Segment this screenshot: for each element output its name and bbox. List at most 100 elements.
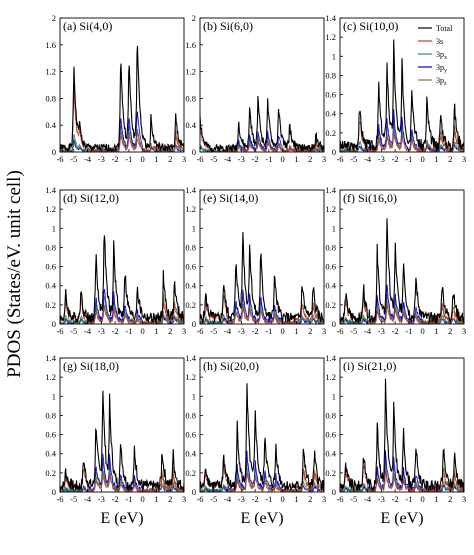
panel-g: -6 -5 -4 -3 -2 -1 0 1 2 300.20.40.60.811.21.4(g) … xyxy=(45,353,186,527)
x-tick-label: -2 xyxy=(252,326,259,336)
x-tick-label: -4 xyxy=(364,326,372,336)
y-tick-label: 0.6 xyxy=(45,430,56,440)
x-tick-label: 3 xyxy=(322,494,326,504)
x-tick-label: 0 xyxy=(281,494,285,504)
x-tick-label: -6 xyxy=(336,154,343,164)
y-tick-label: 1.4 xyxy=(325,13,336,23)
y-tick-label: 1.4 xyxy=(45,353,56,363)
x-tick-label: 3 xyxy=(462,154,466,164)
legend: Total 3s 3px 3py 3pz xyxy=(418,24,453,87)
y-tick-label: 0.8 xyxy=(45,242,56,252)
x-tick-label: -6 xyxy=(196,326,203,336)
y-tick-label: 0.4 xyxy=(45,449,56,459)
plot-frame xyxy=(59,189,185,325)
x-tick-label: 0 xyxy=(141,326,145,336)
y-tick-label: 0.8 xyxy=(185,242,196,252)
series-line-3s xyxy=(339,465,465,494)
x-tick-label: -5 xyxy=(210,326,217,336)
panel-title: (i) Si(21,0) xyxy=(343,359,396,373)
x-tick-label: -3 xyxy=(238,154,245,164)
y-tick-label: 2 xyxy=(52,13,56,23)
series-line-total xyxy=(59,45,185,153)
x-tick-label: -1 xyxy=(125,494,132,504)
legend-label: 3s xyxy=(436,37,443,46)
y-tick-label: 0 xyxy=(52,487,56,497)
panel-c: -6 -5 -4 -3 -2 -1 0 1 2 300.20.40.60.811.21.4(c) … xyxy=(325,13,466,164)
panel-b: -6 -5 -4 -3 -2 -1 0 1 2 300.40.81.21.62(b) Si(6,0… xyxy=(185,13,326,164)
x-tick-label: -4 xyxy=(224,494,232,504)
x-tick-label: -5 xyxy=(350,154,357,164)
panel-f: -6 -5 -4 -3 -2 -1 0 1 2 300.20.40.60.811.21.4(f) … xyxy=(325,185,466,336)
plot-frame xyxy=(339,17,465,153)
x-tick-label: -5 xyxy=(350,494,357,504)
x-tick-label: -1 xyxy=(265,154,272,164)
x-tick-label: -6 xyxy=(56,494,63,504)
x-tick-label: -4 xyxy=(224,326,232,336)
x-tick-label: 2 xyxy=(168,154,172,164)
x-tick-label: -1 xyxy=(125,326,132,336)
x-tick-label: -3 xyxy=(378,154,385,164)
x-tick-label: -3 xyxy=(238,494,245,504)
plot-frame xyxy=(199,357,325,493)
y-tick-label: 0.6 xyxy=(45,262,56,272)
y-tick-label: 1.2 xyxy=(185,204,196,214)
y-tick-label: 1.2 xyxy=(45,67,56,77)
panel-title: (c) Si(10,0) xyxy=(343,19,398,33)
panel-title: (f) Si(16,0) xyxy=(343,191,397,205)
x-tick-label: 0 xyxy=(281,154,285,164)
x-tick-label: -4 xyxy=(84,494,92,504)
x-tick-label: -1 xyxy=(125,154,132,164)
x-tick-label: -2 xyxy=(112,494,119,504)
x-axis-label: E (eV) xyxy=(380,510,423,527)
plot-frame xyxy=(59,357,185,493)
legend-label: 3py xyxy=(436,63,447,74)
panel-i: -6 -5 -4 -3 -2 -1 0 1 2 300.20.40.60.811.21.4(i) … xyxy=(325,353,466,527)
y-tick-label: 0.6 xyxy=(325,90,336,100)
x-tick-label: -5 xyxy=(70,494,77,504)
y-tick-label: 1.4 xyxy=(185,353,196,363)
panel-title: (a) Si(4,0) xyxy=(63,19,112,33)
x-tick-label: 0 xyxy=(421,326,425,336)
x-tick-label: -3 xyxy=(98,154,105,164)
y-tick-label: 0.4 xyxy=(185,281,196,291)
series-line-total xyxy=(59,390,185,492)
y-tick-label: 1.2 xyxy=(185,67,196,77)
y-tick-label: 0.4 xyxy=(185,120,196,130)
y-axis-label: PDOS (States/eV. unit cell) xyxy=(4,170,25,378)
y-tick-label: 1.2 xyxy=(325,32,336,42)
x-tick-label: -5 xyxy=(350,326,357,336)
y-tick-label: 0.8 xyxy=(325,242,336,252)
x-tick-label: 1 xyxy=(434,154,438,164)
x-tick-label: 3 xyxy=(322,326,326,336)
x-tick-label: -2 xyxy=(112,154,119,164)
legend-label: 3pz xyxy=(436,76,447,87)
y-tick-label: 1 xyxy=(332,223,336,233)
x-tick-label: 1 xyxy=(154,154,158,164)
panel-title: (b) Si(6,0) xyxy=(203,19,253,33)
y-tick-label: 0 xyxy=(332,147,336,157)
x-tick-label: -2 xyxy=(252,154,259,164)
x-tick-label: -6 xyxy=(196,154,203,164)
plot-frame xyxy=(339,189,465,325)
y-tick-label: 0 xyxy=(332,319,336,329)
y-tick-label: 2 xyxy=(192,13,196,23)
panel-h: -6 -5 -4 -3 -2 -1 0 1 2 300.20.40.60.811.21.4(h) … xyxy=(185,353,326,527)
y-tick-label: 0.4 xyxy=(45,281,56,291)
y-tick-label: 1.2 xyxy=(45,372,56,382)
legend-label: Total xyxy=(436,24,453,33)
y-tick-label: 0.6 xyxy=(325,262,336,272)
y-tick-label: 0.4 xyxy=(325,281,336,291)
panel-e: -6 -5 -4 -3 -2 -1 0 1 2 300.20.40.60.811.21.4(e) … xyxy=(185,185,326,336)
y-tick-label: 1.2 xyxy=(325,372,336,382)
x-tick-label: 2 xyxy=(308,494,312,504)
x-tick-label: 0 xyxy=(141,154,145,164)
x-tick-label: 0 xyxy=(141,494,145,504)
x-tick-label: 1 xyxy=(294,494,298,504)
panel-title: (h) Si(20,0) xyxy=(203,359,259,373)
y-tick-label: 1.2 xyxy=(325,204,336,214)
x-tick-label: -2 xyxy=(392,494,399,504)
x-tick-label: 0 xyxy=(421,154,425,164)
panel-title: (d) Si(12,0) xyxy=(63,191,119,205)
series-line-total xyxy=(199,383,325,491)
